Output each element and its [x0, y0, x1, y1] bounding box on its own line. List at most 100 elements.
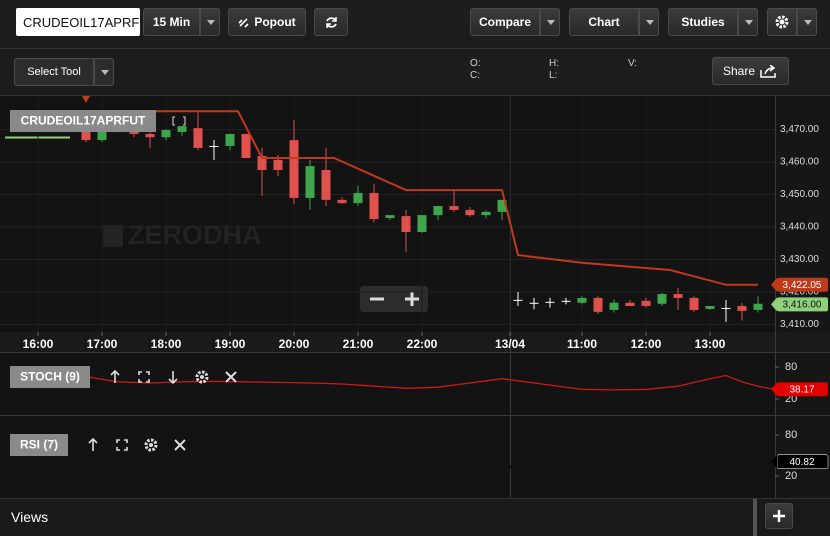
candle-body: [337, 199, 347, 204]
maximize-icon: [138, 371, 150, 383]
study-label: RSI (7): [20, 438, 58, 452]
candle: [705, 306, 715, 310]
candle-body: [641, 300, 651, 307]
subbar: Select Tool O: C: H: L: V: Share: [0, 49, 830, 96]
candle: [289, 119, 299, 205]
candle-body: [593, 297, 603, 312]
settings-button[interactable]: [767, 8, 797, 36]
candle: [593, 296, 603, 315]
studies-button[interactable]: Studies: [668, 8, 738, 36]
add-view-button[interactable]: [765, 503, 793, 529]
share-label: Share: [722, 64, 756, 78]
select-tool[interactable]: Select Tool: [14, 58, 94, 86]
candle-body: [609, 302, 619, 310]
candle-body: [81, 128, 91, 141]
time-axis: [0, 332, 830, 352]
indicator-pane: 20 80 40.82 RSI (7): [10, 429, 829, 482]
candle-body: [209, 145, 219, 147]
watermark: ZERODHA: [128, 220, 262, 250]
candle-body: [705, 306, 715, 309]
popout-button[interactable]: Popout: [228, 8, 306, 36]
candle-body: [385, 215, 395, 219]
candle-body: [433, 206, 443, 216]
candle: [625, 299, 635, 307]
y-tick-label: 80: [785, 429, 797, 441]
settings-caret[interactable]: [797, 8, 817, 36]
candle-body: [401, 216, 411, 233]
candle-body: [129, 130, 139, 134]
move-up-icon: [110, 369, 120, 383]
select-tool-caret[interactable]: [94, 58, 114, 86]
x-tick-label: 17:00: [87, 337, 118, 351]
value-tag-label: 40.82: [789, 457, 814, 468]
candle: [641, 297, 651, 308]
x-tick-label: 22:00: [407, 337, 438, 351]
ohlc-label: L:: [549, 70, 558, 81]
x-tick-label: 18:00: [151, 337, 182, 351]
candle-body: [721, 307, 731, 309]
candle-body: [625, 302, 635, 307]
candle: [577, 296, 587, 305]
price-pane: 3,410.00 3,420.00 3,430.00 3,440.00 3,450.00…: [0, 95, 828, 351]
compare-caret[interactable]: [540, 8, 560, 36]
candle: [513, 292, 523, 307]
candle: [209, 140, 219, 160]
settings-icon: [144, 438, 158, 452]
chart-button[interactable]: Chart: [569, 8, 639, 36]
symbol-input[interactable]: CRUDEOIL17APRF: [16, 8, 140, 36]
study-label-box: [10, 434, 68, 456]
indicator-line: [21, 367, 775, 391]
candle-body: [257, 156, 267, 170]
candle: [609, 299, 619, 313]
study-label: STOCH (9): [20, 370, 80, 384]
zoom-control[interactable]: [360, 286, 428, 312]
y-tick-label: 3,460.00: [780, 157, 819, 168]
interval-caret[interactable]: [200, 8, 220, 36]
study-label-box: [10, 366, 90, 388]
ohlc-label: V:: [628, 58, 638, 69]
value-tag: [777, 382, 828, 397]
price-tag-pointer: [771, 277, 777, 292]
candle-body: [753, 303, 763, 310]
candle: [753, 296, 763, 313]
candle: [689, 296, 699, 312]
studies-caret[interactable]: [738, 8, 758, 36]
candle-body: [97, 130, 107, 141]
candle-body: [225, 133, 235, 146]
toolbar: CRUDEOIL17APRF 15 Min Popout Compare Cha…: [0, 0, 830, 49]
candle: [145, 132, 155, 148]
share-button[interactable]: Share: [712, 57, 789, 85]
candle-body: [689, 297, 699, 310]
candle-body: [657, 294, 667, 304]
candle-body: [273, 159, 283, 170]
x-tick-label: 16:00: [23, 337, 54, 351]
x-tick-label: 13:00: [695, 337, 726, 351]
indicator-line: [21, 454, 775, 477]
candle: [433, 206, 443, 220]
candle-body: [529, 302, 539, 304]
refresh-button[interactable]: [314, 8, 348, 36]
candle-body: [161, 130, 171, 138]
candle: [449, 190, 459, 212]
candle: [161, 129, 171, 141]
interval-button[interactable]: 15 Min: [143, 8, 200, 36]
x-tick-label: 19:00: [215, 337, 246, 351]
candle-body: [737, 306, 747, 311]
candle: [417, 215, 427, 233]
candle: [529, 297, 539, 310]
candle-body: [369, 193, 379, 220]
share-icon: [760, 64, 776, 78]
candle: [193, 112, 203, 151]
legend-box: [10, 110, 156, 132]
candle-body: [481, 211, 491, 216]
compare-button[interactable]: Compare: [470, 8, 540, 36]
chart-caret[interactable]: [639, 8, 659, 36]
views-label[interactable]: Views: [11, 509, 49, 525]
candle: [657, 293, 667, 307]
stop-line: [86, 110, 758, 286]
ohlc-label: C:: [470, 70, 480, 81]
candle-body: [497, 199, 507, 212]
move-up-icon: [88, 437, 98, 451]
